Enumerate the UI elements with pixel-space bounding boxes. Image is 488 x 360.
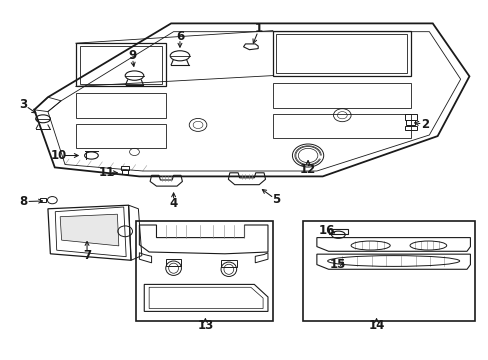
Text: 9: 9 [128, 49, 136, 62]
Text: 15: 15 [328, 258, 345, 271]
Text: 6: 6 [176, 30, 183, 42]
Text: 11: 11 [98, 166, 115, 179]
Text: 4: 4 [169, 197, 177, 210]
Text: 8: 8 [20, 195, 27, 208]
Text: 2: 2 [421, 118, 428, 131]
Polygon shape [60, 214, 119, 246]
Text: 16: 16 [318, 224, 334, 237]
Text: 14: 14 [367, 319, 384, 332]
Text: 5: 5 [272, 193, 280, 206]
Text: 3: 3 [20, 98, 27, 111]
Text: 12: 12 [299, 163, 316, 176]
Text: 13: 13 [197, 319, 213, 332]
Text: 10: 10 [50, 149, 67, 162]
Text: 1: 1 [255, 22, 263, 35]
Text: 7: 7 [83, 249, 91, 262]
